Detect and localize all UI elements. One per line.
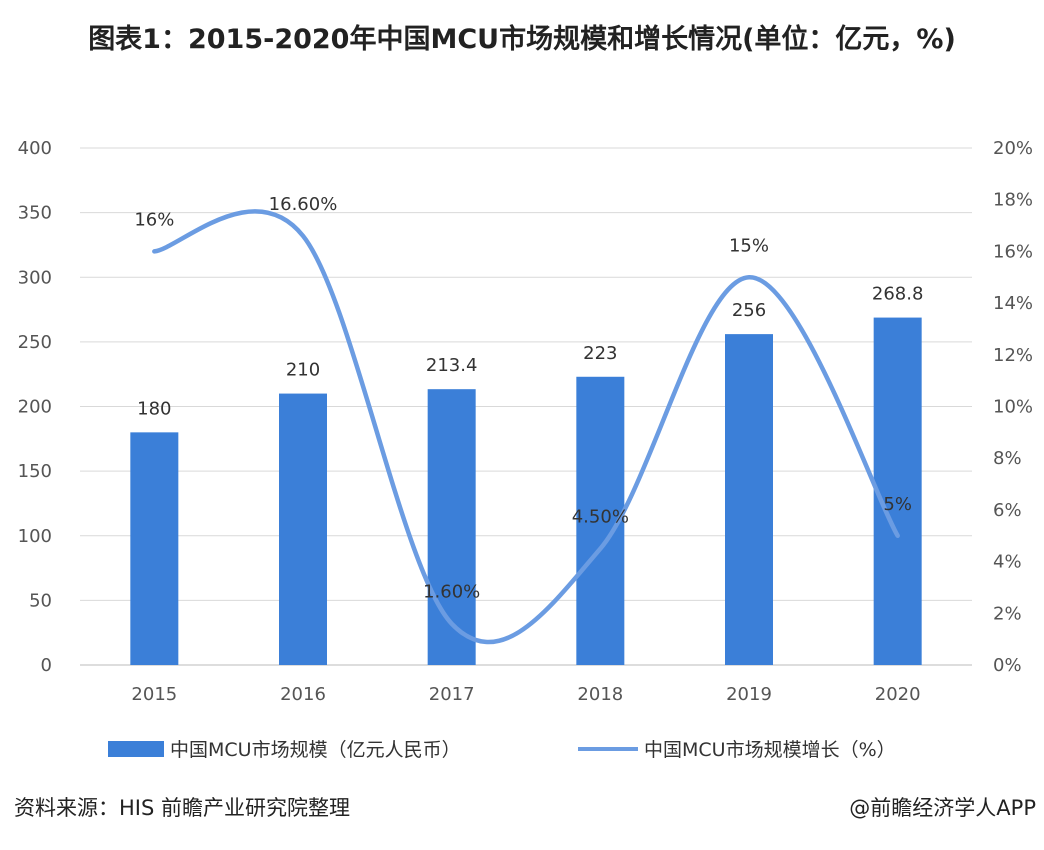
y-left-tick-label: 50 bbox=[29, 590, 52, 611]
x-tick-label: 2015 bbox=[131, 684, 177, 705]
legend-item-bar: 中国MCU市场规模（亿元人民币） bbox=[108, 735, 461, 762]
legend-label-bar: 中国MCU市场规模（亿元人民币） bbox=[170, 739, 461, 761]
y-right-tick-label: 14% bbox=[993, 293, 1033, 314]
y-right-tick-label: 10% bbox=[993, 397, 1033, 418]
y-right-tick-label: 4% bbox=[993, 552, 1022, 573]
line-data-label: 15% bbox=[729, 235, 769, 256]
y-left-tick-label: 250 bbox=[18, 332, 52, 353]
y-right-tick-label: 8% bbox=[993, 448, 1022, 469]
x-tick-label: 2016 bbox=[280, 684, 326, 705]
x-tick-label: 2019 bbox=[726, 684, 772, 705]
growth-line bbox=[152, 209, 900, 645]
x-tick-label: 2020 bbox=[875, 684, 921, 705]
y-left-tick-label: 300 bbox=[18, 267, 52, 288]
y-right-tick-label: 12% bbox=[993, 345, 1033, 366]
line-data-label: 16.60% bbox=[269, 194, 338, 215]
bar-data-label: 223 bbox=[583, 343, 617, 364]
y-left-tick-label: 0 bbox=[41, 655, 52, 676]
credit: @前瞻经济学人APP bbox=[849, 796, 1036, 820]
source-note: 资料来源：HIS 前瞻产业研究院整理 bbox=[14, 796, 350, 820]
y-left-tick-label: 400 bbox=[18, 138, 52, 159]
x-tick-label: 2017 bbox=[429, 684, 475, 705]
y-right-tick-label: 20% bbox=[993, 138, 1033, 159]
bar bbox=[130, 432, 179, 665]
legend-label-line: 中国MCU市场规模增长（%） bbox=[644, 739, 896, 761]
line-data-label: 16% bbox=[134, 209, 174, 230]
y-left-tick-label: 150 bbox=[18, 461, 52, 482]
legend-item-line: 中国MCU市场规模增长（%） bbox=[578, 735, 896, 762]
legend-swatch-line bbox=[578, 746, 638, 751]
bar-data-label: 210 bbox=[286, 360, 320, 381]
x-tick-label: 2018 bbox=[577, 684, 623, 705]
bar bbox=[427, 389, 476, 665]
y-right-tick-label: 16% bbox=[993, 241, 1033, 262]
y-left-tick-label: 100 bbox=[18, 526, 52, 547]
line-data-label: 4.50% bbox=[572, 507, 629, 528]
chart-title: 图表1：2015-2020年中国MCU市场规模和增长情况(单位：亿元，%) bbox=[88, 24, 956, 55]
y-right-tick-label: 6% bbox=[993, 500, 1022, 521]
bar-data-label: 256 bbox=[732, 300, 766, 321]
line-data-label: 5% bbox=[883, 494, 912, 515]
y-left-tick-label: 350 bbox=[18, 203, 52, 224]
y-right-tick-label: 0% bbox=[993, 655, 1022, 676]
bar bbox=[725, 334, 773, 665]
bar bbox=[873, 317, 922, 665]
legend-swatch-bar bbox=[108, 740, 164, 757]
bar-data-label: 180 bbox=[137, 398, 171, 419]
bar-data-label: 268.8 bbox=[872, 284, 924, 305]
bar bbox=[279, 393, 327, 665]
y-right-tick-label: 18% bbox=[993, 190, 1033, 211]
y-right-tick-label: 2% bbox=[993, 603, 1022, 624]
line-data-label: 1.60% bbox=[423, 582, 480, 603]
y-left-tick-label: 200 bbox=[18, 397, 52, 418]
bar-data-label: 213.4 bbox=[426, 355, 478, 376]
